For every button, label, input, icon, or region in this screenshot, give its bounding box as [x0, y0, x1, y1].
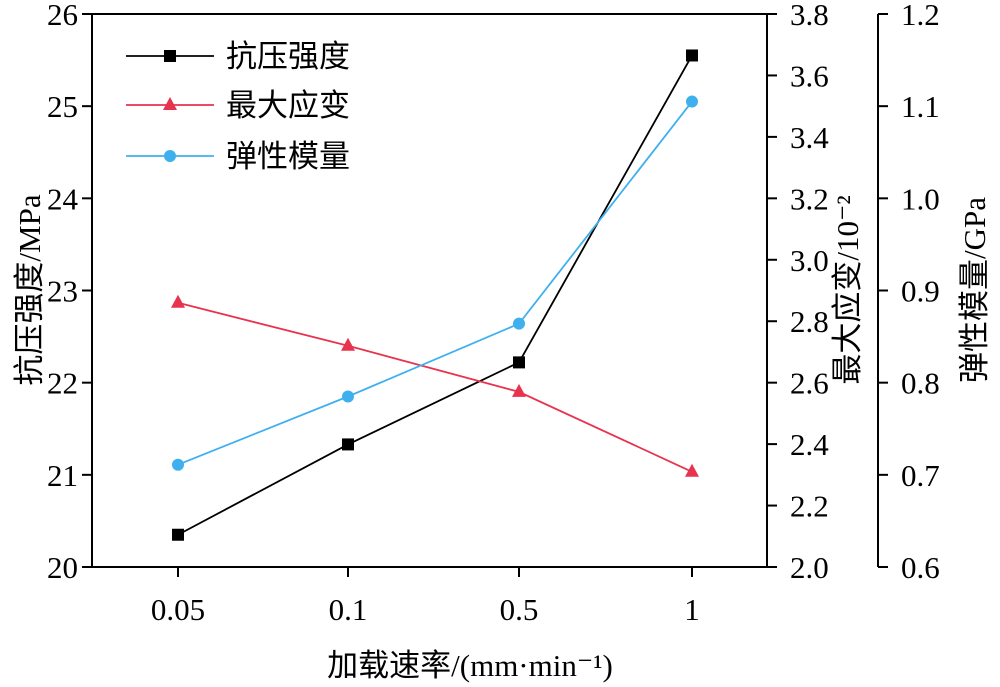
right1-tick-label: 2.6: [790, 366, 829, 401]
right1-tick-label: 2.8: [790, 304, 829, 339]
right-axis-2-title: 弹性模量/GPa: [957, 197, 992, 383]
series-markers: [171, 49, 699, 541]
left-tick-label: 24: [47, 181, 79, 216]
series-1-point-0: [171, 294, 185, 308]
right2-tick-label: 1.1: [901, 89, 940, 124]
right2-tick-label: 0.9: [901, 274, 940, 309]
right2-tick-label: 0.8: [901, 366, 940, 401]
right2-tick-label: 1.0: [901, 181, 940, 216]
right-axis-1-ticks: 2.0 2.2 2.4 2.6 2.8 3.0 3.2 3.4 3.6 3.8: [767, 0, 829, 585]
x-axis-ticks: 0.05 0.1 0.5 1: [151, 567, 700, 627]
right1-tick-label: 2.4: [790, 427, 829, 462]
right-axis-2-ticks: 0.6 0.7 0.8 0.9 1.0 1.1 1.2: [878, 0, 940, 585]
legend-marker-2: [164, 150, 176, 162]
legend-label-1: 最大应变: [226, 88, 350, 123]
right2-tick-label: 1.2: [901, 0, 940, 32]
left-tick-label: 22: [47, 366, 78, 401]
series-0-point-0: [172, 528, 184, 541]
x-axis-title: 加载速率/(mm·min⁻¹): [327, 648, 613, 683]
left-tick-label: 25: [47, 89, 78, 124]
right-axis-1-title: 最大应变/10⁻²: [830, 195, 865, 384]
right2-tick-label: 0.6: [901, 550, 940, 585]
series-2-point-0: [172, 458, 184, 471]
right1-tick-label: 3.8: [790, 0, 829, 32]
series-1-point-3: [685, 463, 699, 477]
right1-tick-label: 3.2: [790, 181, 829, 216]
series-0-point-1: [342, 438, 354, 451]
series-1-point-1: [341, 337, 355, 351]
series-0-point-2: [513, 356, 525, 369]
series-line-0: [177, 55, 693, 536]
right1-tick-label: 3.0: [790, 243, 829, 278]
legend-label-0: 抗压强度: [226, 39, 350, 74]
legend-marker-1: [163, 97, 177, 110]
left-axis-title: 抗压强度/MPa: [12, 194, 47, 385]
x-tick-label: 0.1: [329, 592, 368, 627]
right1-tick-label: 2.0: [790, 550, 829, 585]
left-tick-label: 26: [47, 0, 78, 32]
left-tick-label: 23: [47, 274, 78, 309]
series-2-point-3: [686, 95, 698, 108]
right1-tick-label: 3.6: [790, 58, 829, 93]
plot-frame: [91, 13, 768, 568]
series-2-point-1: [342, 390, 354, 403]
x-tick-label: 1: [684, 592, 700, 627]
x-tick-label: 0.5: [500, 592, 539, 627]
legend-marker-0: [164, 50, 176, 62]
right1-tick-label: 3.4: [790, 120, 829, 155]
series-0-point-3: [686, 49, 698, 62]
x-tick-label: 0.05: [151, 592, 205, 627]
right2-tick-label: 0.7: [901, 458, 940, 493]
legend-label-2: 弹性模量: [226, 139, 350, 174]
left-axis-ticks: 20 21 22 23 24 25 26: [47, 0, 92, 585]
series-lines: [177, 55, 693, 536]
series-1-point-2: [512, 383, 526, 397]
series-line-2: [177, 101, 693, 466]
series-line-1: [177, 301, 693, 473]
left-tick-label: 21: [47, 458, 78, 493]
legend: 抗压强度 最大应变 弹性模量: [126, 39, 350, 174]
series-2-point-2: [513, 317, 525, 330]
right1-tick-label: 2.2: [790, 489, 829, 524]
left-tick-label: 20: [47, 550, 78, 585]
